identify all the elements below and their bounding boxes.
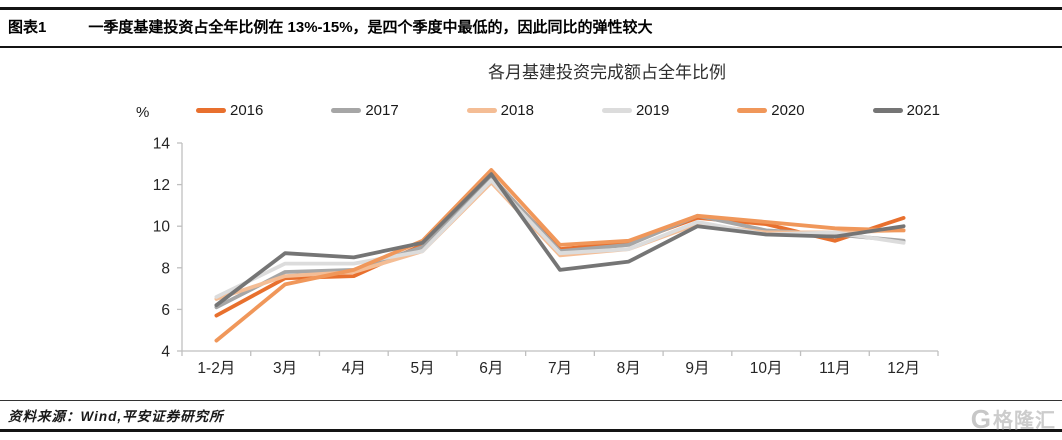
x-tick-label: 6月 bbox=[479, 360, 503, 377]
gelonghui-logo-icon: G bbox=[970, 403, 991, 434]
x-tick-label: 12月 bbox=[887, 360, 920, 377]
legend-item-2019: 2019 bbox=[601, 102, 670, 119]
line-chart: 4 6 8 10 12 14 1-2月 3月 4月 5月 6月 7月 8月 9月 10月 11月 12月 bbox=[153, 136, 939, 377]
x-tick-label: 5月 bbox=[410, 360, 434, 377]
bottom-border bbox=[0, 429, 1062, 432]
legend-item-2016: 2016 bbox=[196, 102, 263, 119]
x-tick-label: 7月 bbox=[548, 360, 572, 377]
legend-items: 2016 2017 2018 2019 2020 2021 bbox=[196, 102, 940, 119]
y-tick-label: 4 bbox=[161, 344, 170, 361]
legend-label: 2020 bbox=[771, 102, 805, 119]
legend-label: 2017 bbox=[365, 102, 399, 119]
y-axis-unit-label: % bbox=[136, 104, 150, 121]
x-tick-label: 9月 bbox=[685, 360, 709, 377]
figure-header: 图表1 一季度基建投资占全年比例在 13%-15%，是四个季度中最低的，因此同比… bbox=[0, 7, 1062, 48]
series-line-2020 bbox=[214, 168, 906, 343]
legend-swatch bbox=[466, 108, 497, 113]
legend-swatch bbox=[331, 108, 362, 113]
gelonghui-logo-text: 格隆汇 bbox=[993, 410, 1056, 432]
legend-swatch bbox=[601, 108, 632, 113]
y-tick-label: 10 bbox=[153, 219, 171, 236]
x-tick-label: 3月 bbox=[273, 360, 297, 377]
series-line-2021 bbox=[214, 172, 906, 308]
series-line-2017 bbox=[214, 174, 906, 310]
y-tick-label: 14 bbox=[153, 136, 171, 153]
series-line-2019 bbox=[214, 178, 906, 299]
figure-title: 一季度基建投资占全年比例在 13%-15%，是四个季度中最低的，因此同比的弹性较… bbox=[88, 19, 653, 36]
series-line-2016 bbox=[214, 176, 906, 318]
x-tick-label: 10月 bbox=[750, 360, 783, 377]
source-note: 资料来源：Wind,平安证券研究所 bbox=[8, 409, 224, 424]
legend-label: 2016 bbox=[230, 102, 264, 119]
series-line-2018 bbox=[214, 180, 906, 301]
gelonghui-watermark: G 格隆汇 bbox=[971, 404, 1056, 433]
legend-swatch bbox=[737, 108, 768, 113]
x-tick-label: 11月 bbox=[819, 360, 851, 377]
legend-item-2018: 2018 bbox=[466, 102, 534, 119]
footer-divider bbox=[0, 400, 1062, 401]
y-tick-label: 6 bbox=[161, 302, 170, 319]
legend-swatch bbox=[196, 108, 226, 113]
x-tick-label: 8月 bbox=[617, 360, 641, 377]
x-tick-label: 4月 bbox=[342, 360, 366, 377]
legend-item-2020: 2020 bbox=[737, 102, 805, 119]
chart-title: 各月基建投资完成额占全年比例 bbox=[488, 63, 726, 82]
legend-label: 2019 bbox=[635, 102, 670, 119]
legend-row: % 2016 2017 2018 2019 2020 2021 bbox=[0, 102, 1062, 124]
x-tick-label: 1-2月 bbox=[197, 360, 235, 377]
legend-item-2017: 2017 bbox=[331, 102, 399, 119]
y-tick-label: 8 bbox=[161, 260, 170, 277]
legend-swatch bbox=[872, 108, 903, 113]
legend-item-2021: 2021 bbox=[872, 102, 940, 119]
figure-number: 图表1 bbox=[8, 19, 47, 36]
legend-label: 2021 bbox=[906, 102, 940, 119]
y-tick-label: 12 bbox=[153, 177, 170, 194]
legend-label: 2018 bbox=[500, 102, 534, 119]
